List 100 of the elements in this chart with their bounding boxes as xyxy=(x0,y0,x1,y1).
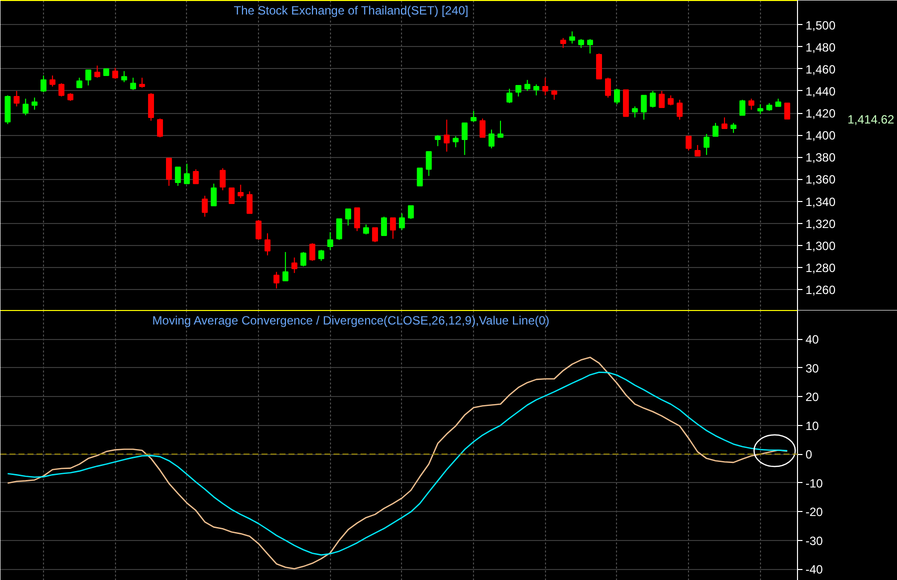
candlestick xyxy=(444,119,450,152)
y-tick-label: 1,500 xyxy=(806,18,836,32)
candlestick xyxy=(282,252,288,282)
candlestick xyxy=(587,38,594,54)
candlestick xyxy=(336,218,342,240)
candlestick xyxy=(722,116,728,129)
candlestick xyxy=(228,188,235,204)
candlestick xyxy=(246,190,253,214)
y-tick-label: 30 xyxy=(806,361,820,376)
y-tick-label: 1,340 xyxy=(806,194,836,209)
candlestick xyxy=(757,104,764,115)
candlestick xyxy=(202,195,208,218)
candlestick xyxy=(569,30,576,44)
candlestick xyxy=(184,163,190,184)
y-tick-label: -10 xyxy=(806,476,824,490)
text: 1,414.62 xyxy=(848,112,895,126)
candlestick xyxy=(506,88,512,104)
y-tick-label: -20 xyxy=(806,505,824,520)
candlestick xyxy=(533,84,540,96)
candlestick xyxy=(256,220,262,240)
candlestick xyxy=(676,99,683,120)
candlestick xyxy=(94,65,100,78)
y-tick-label: 1,280 xyxy=(806,260,836,275)
candlestick xyxy=(139,77,146,88)
candlestick xyxy=(210,183,217,206)
y-tick-label: 1,320 xyxy=(806,216,836,231)
candlestick xyxy=(157,118,163,138)
candlestick xyxy=(381,216,387,236)
candlestick xyxy=(560,38,566,48)
y-tick-label: 0 xyxy=(806,448,812,462)
candlestick xyxy=(130,77,136,90)
y-tick-label: 1,440 xyxy=(806,84,836,98)
candlestick xyxy=(390,217,396,240)
y-tick-label: 1,380 xyxy=(806,150,836,165)
candlestick xyxy=(614,88,620,105)
candlestick xyxy=(166,158,172,186)
candlestick xyxy=(515,84,522,97)
candlestick xyxy=(309,242,316,262)
candlestick xyxy=(686,136,692,152)
candlestick xyxy=(192,168,199,184)
candlestick xyxy=(650,90,656,108)
candlestick xyxy=(174,166,181,186)
candlestick xyxy=(14,90,20,107)
y-tick-label: 1,460 xyxy=(806,62,836,76)
candlestick xyxy=(408,205,414,220)
candlestick xyxy=(50,75,56,88)
y-tick-label: 1,420 xyxy=(806,106,836,121)
chart-title: Moving Average Convergence / Divergence(CLOSE,26,12,9),Value Line(0) xyxy=(152,314,550,328)
y-tick-label: 1,260 xyxy=(806,283,836,298)
candlestick xyxy=(524,79,530,92)
candlestick xyxy=(58,82,64,97)
candlestick xyxy=(274,271,280,289)
candlestick xyxy=(730,122,736,134)
candlestick xyxy=(739,99,746,116)
candlestick xyxy=(498,120,504,138)
candlestick xyxy=(480,118,486,138)
candlestick xyxy=(22,98,29,116)
y-tick-label: 20 xyxy=(806,390,820,404)
candlestick xyxy=(354,207,360,232)
y-tick-label: 40 xyxy=(806,332,820,347)
candlestick xyxy=(551,89,558,100)
candlestick xyxy=(694,144,701,157)
candlestick xyxy=(327,232,334,250)
y-tick-label: -30 xyxy=(806,534,824,548)
candlestick xyxy=(264,232,270,256)
candlestick xyxy=(426,151,432,176)
y-tick-label: 1,480 xyxy=(806,40,836,54)
candlestick xyxy=(452,136,459,148)
candlestick xyxy=(372,227,378,243)
candlestick xyxy=(318,249,324,262)
candlestick xyxy=(121,70,128,83)
candlestick xyxy=(640,94,647,120)
candlestick xyxy=(784,102,790,120)
candlestick xyxy=(85,70,92,86)
y-tick-label: 10 xyxy=(806,418,820,433)
candlestick xyxy=(704,133,710,156)
candlestick xyxy=(220,168,226,191)
candlestick xyxy=(76,77,82,88)
candlestick xyxy=(462,122,468,156)
y-tick-label: 1,360 xyxy=(806,172,836,187)
candlestick xyxy=(148,92,154,122)
candlestick xyxy=(398,212,405,230)
candlestick xyxy=(291,257,298,274)
candlestick xyxy=(345,208,352,226)
candlestick xyxy=(40,75,46,93)
candlestick xyxy=(542,77,548,96)
candlestick xyxy=(238,184,244,198)
y-tick-label: 1,300 xyxy=(806,238,836,253)
candlestick xyxy=(712,122,718,137)
candlestick xyxy=(658,90,665,108)
candlestick xyxy=(470,110,477,122)
candlestick xyxy=(300,252,306,267)
candlestick xyxy=(605,77,611,98)
candlestick xyxy=(112,67,118,80)
candlestick xyxy=(632,106,638,118)
candlestick xyxy=(748,98,754,110)
candlestick xyxy=(434,134,441,147)
candlestick xyxy=(668,94,674,106)
candlestick xyxy=(363,224,370,235)
chart-title: The Stock Exchange of Thailand(SET) [240] xyxy=(234,4,468,18)
